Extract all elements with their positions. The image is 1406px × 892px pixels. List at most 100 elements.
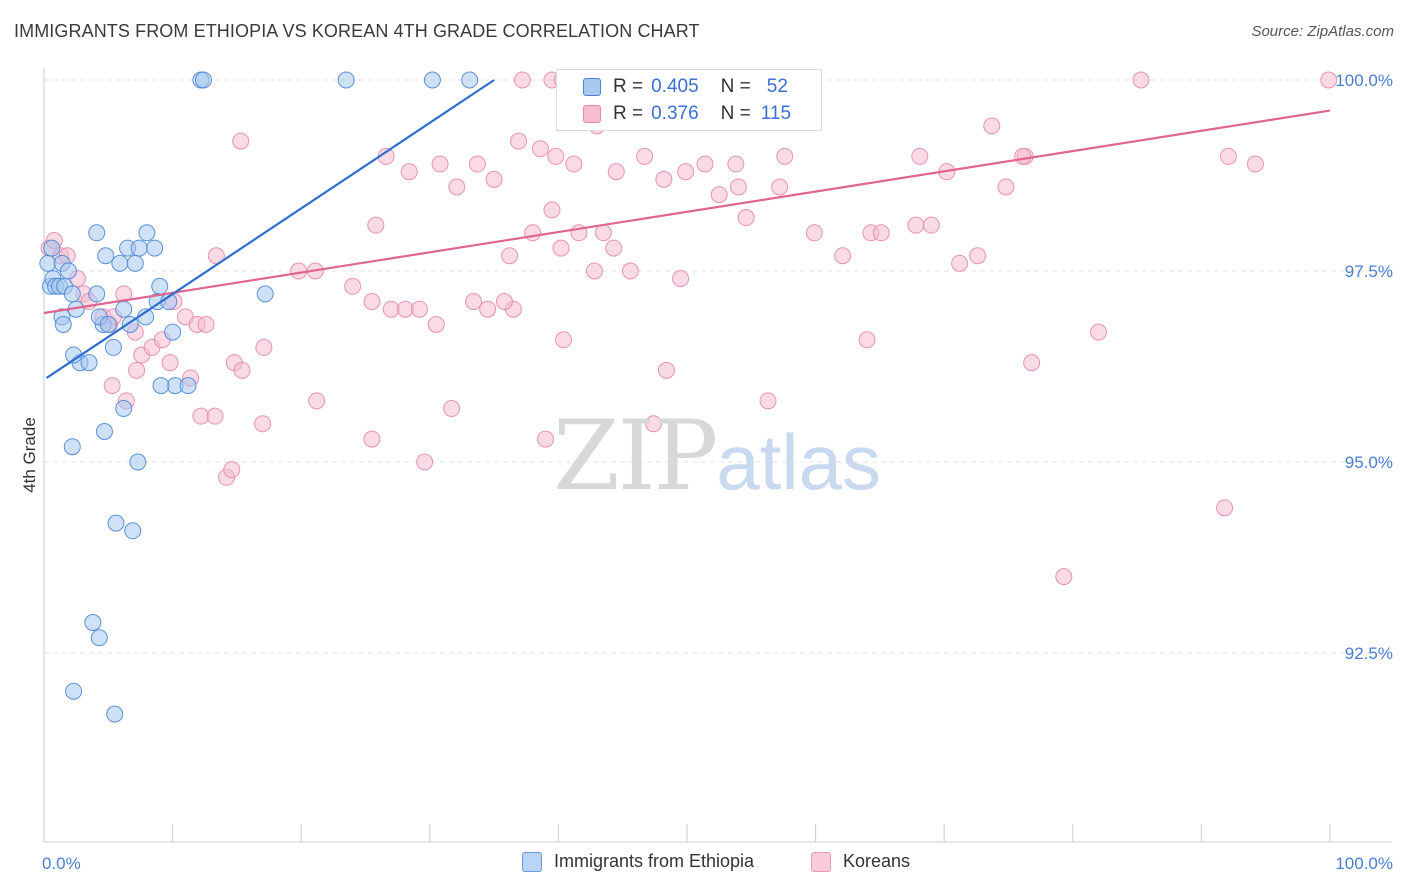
point-ethiopia xyxy=(115,400,133,418)
legend-row-ethiopia: R = 0.405 N = 52 xyxy=(557,74,788,100)
legend-n-label: N = xyxy=(720,76,751,97)
series-legend: Immigrants from Ethiopia Koreans xyxy=(0,851,1406,877)
point-koreans xyxy=(1014,147,1032,165)
point-koreans xyxy=(1023,354,1041,372)
point-koreans xyxy=(636,147,654,165)
x-tick-label: 0.0% xyxy=(42,854,81,873)
point-koreans xyxy=(192,407,210,425)
point-koreans xyxy=(605,239,623,257)
point-ethiopia xyxy=(63,285,81,303)
point-koreans xyxy=(1246,155,1264,173)
point-koreans xyxy=(254,415,272,433)
point-ethiopia xyxy=(97,247,115,265)
point-koreans xyxy=(443,400,461,418)
point-koreans xyxy=(479,300,497,318)
point-koreans xyxy=(1219,147,1237,165)
point-koreans xyxy=(485,170,503,188)
point-koreans xyxy=(513,71,531,89)
point-ethiopia xyxy=(54,315,72,333)
watermark-zip: ZIP xyxy=(553,400,718,512)
point-koreans xyxy=(552,239,570,257)
point-ethiopia xyxy=(43,239,61,257)
point-koreans xyxy=(400,163,418,181)
point-koreans xyxy=(834,247,852,265)
legend-n-label: N = xyxy=(720,103,751,124)
point-koreans xyxy=(657,361,675,379)
point-koreans xyxy=(465,293,483,311)
point-koreans xyxy=(344,277,362,295)
point-koreans xyxy=(524,224,542,242)
point-koreans xyxy=(495,293,513,311)
y-tick-label: 95.0% xyxy=(1345,453,1393,472)
x-tick-label: 100.0% xyxy=(1335,854,1393,873)
point-koreans xyxy=(233,361,251,379)
point-koreans xyxy=(771,178,789,196)
watermark-atlas: atlas xyxy=(716,418,881,506)
watermark: ZIPatlas xyxy=(553,400,881,512)
point-koreans xyxy=(858,331,876,349)
point-ethiopia xyxy=(194,71,212,89)
legend-swatch-ethiopia xyxy=(522,851,542,872)
point-koreans xyxy=(363,293,381,311)
legend-label-ethiopia: Immigrants from Ethiopia xyxy=(554,851,755,871)
point-ethiopia xyxy=(152,377,170,395)
point-ethiopia xyxy=(107,514,125,532)
legend-swatch-koreans xyxy=(811,851,831,872)
point-koreans xyxy=(501,247,519,265)
point-ethiopia xyxy=(99,315,117,333)
point-ethiopia xyxy=(129,453,147,471)
point-ethiopia xyxy=(337,71,355,89)
point-koreans xyxy=(710,186,728,204)
legend-label-koreans: Koreans xyxy=(843,851,911,871)
point-koreans xyxy=(411,300,429,318)
point-ethiopia xyxy=(95,422,113,440)
point-koreans xyxy=(1320,71,1338,89)
legend-swatch-koreans xyxy=(583,105,601,123)
y-axis-label: 4th Grade xyxy=(20,417,39,493)
legend-item-ethiopia[interactable]: Immigrants from Ethiopia xyxy=(522,851,754,872)
point-koreans xyxy=(776,147,794,165)
point-koreans xyxy=(655,170,673,188)
point-koreans xyxy=(510,132,528,150)
point-koreans xyxy=(727,155,745,173)
point-ethiopia xyxy=(256,285,274,303)
point-koreans xyxy=(1055,568,1073,586)
point-koreans xyxy=(382,300,400,318)
point-koreans xyxy=(308,392,326,410)
point-koreans xyxy=(128,361,146,379)
point-koreans xyxy=(759,392,777,410)
point-koreans xyxy=(645,415,663,433)
point-koreans xyxy=(997,178,1015,196)
point-ethiopia xyxy=(124,522,142,540)
trend-line-ethiopia xyxy=(45,79,495,379)
source-label: Source: ZipAtlas.com xyxy=(1251,23,1394,40)
legend-r-label: R = xyxy=(613,76,644,97)
point-koreans xyxy=(232,132,250,150)
point-koreans xyxy=(696,155,714,173)
point-ethiopia xyxy=(179,377,197,395)
y-tick-label: 97.5% xyxy=(1345,262,1393,281)
legend-r-value: 0.376 xyxy=(651,103,699,124)
trend-line-koreans xyxy=(43,109,1331,315)
stats-legend: R = 0.405 N = 52 R = 0.376 N = 115 xyxy=(556,69,822,131)
point-koreans xyxy=(729,178,747,196)
point-ethiopia xyxy=(164,323,182,341)
point-ethiopia xyxy=(151,277,169,295)
point-koreans xyxy=(396,300,414,318)
point-ethiopia xyxy=(115,300,133,318)
point-koreans xyxy=(677,163,695,181)
point-koreans xyxy=(607,163,625,181)
legend-n-value: 115 xyxy=(760,103,792,124)
legend-r-value: 0.405 xyxy=(651,76,699,97)
y-tick-label: 100.0% xyxy=(1335,71,1393,90)
point-koreans xyxy=(805,224,823,242)
point-koreans xyxy=(206,407,224,425)
legend-item-koreans[interactable]: Koreans xyxy=(811,851,910,872)
point-koreans xyxy=(1132,71,1150,89)
point-ethiopia xyxy=(130,239,148,257)
point-ethiopia xyxy=(59,262,77,280)
point-koreans xyxy=(448,178,466,196)
legend-n-value: 52 xyxy=(766,76,788,97)
point-koreans xyxy=(555,331,573,349)
point-ethiopia xyxy=(423,71,441,89)
